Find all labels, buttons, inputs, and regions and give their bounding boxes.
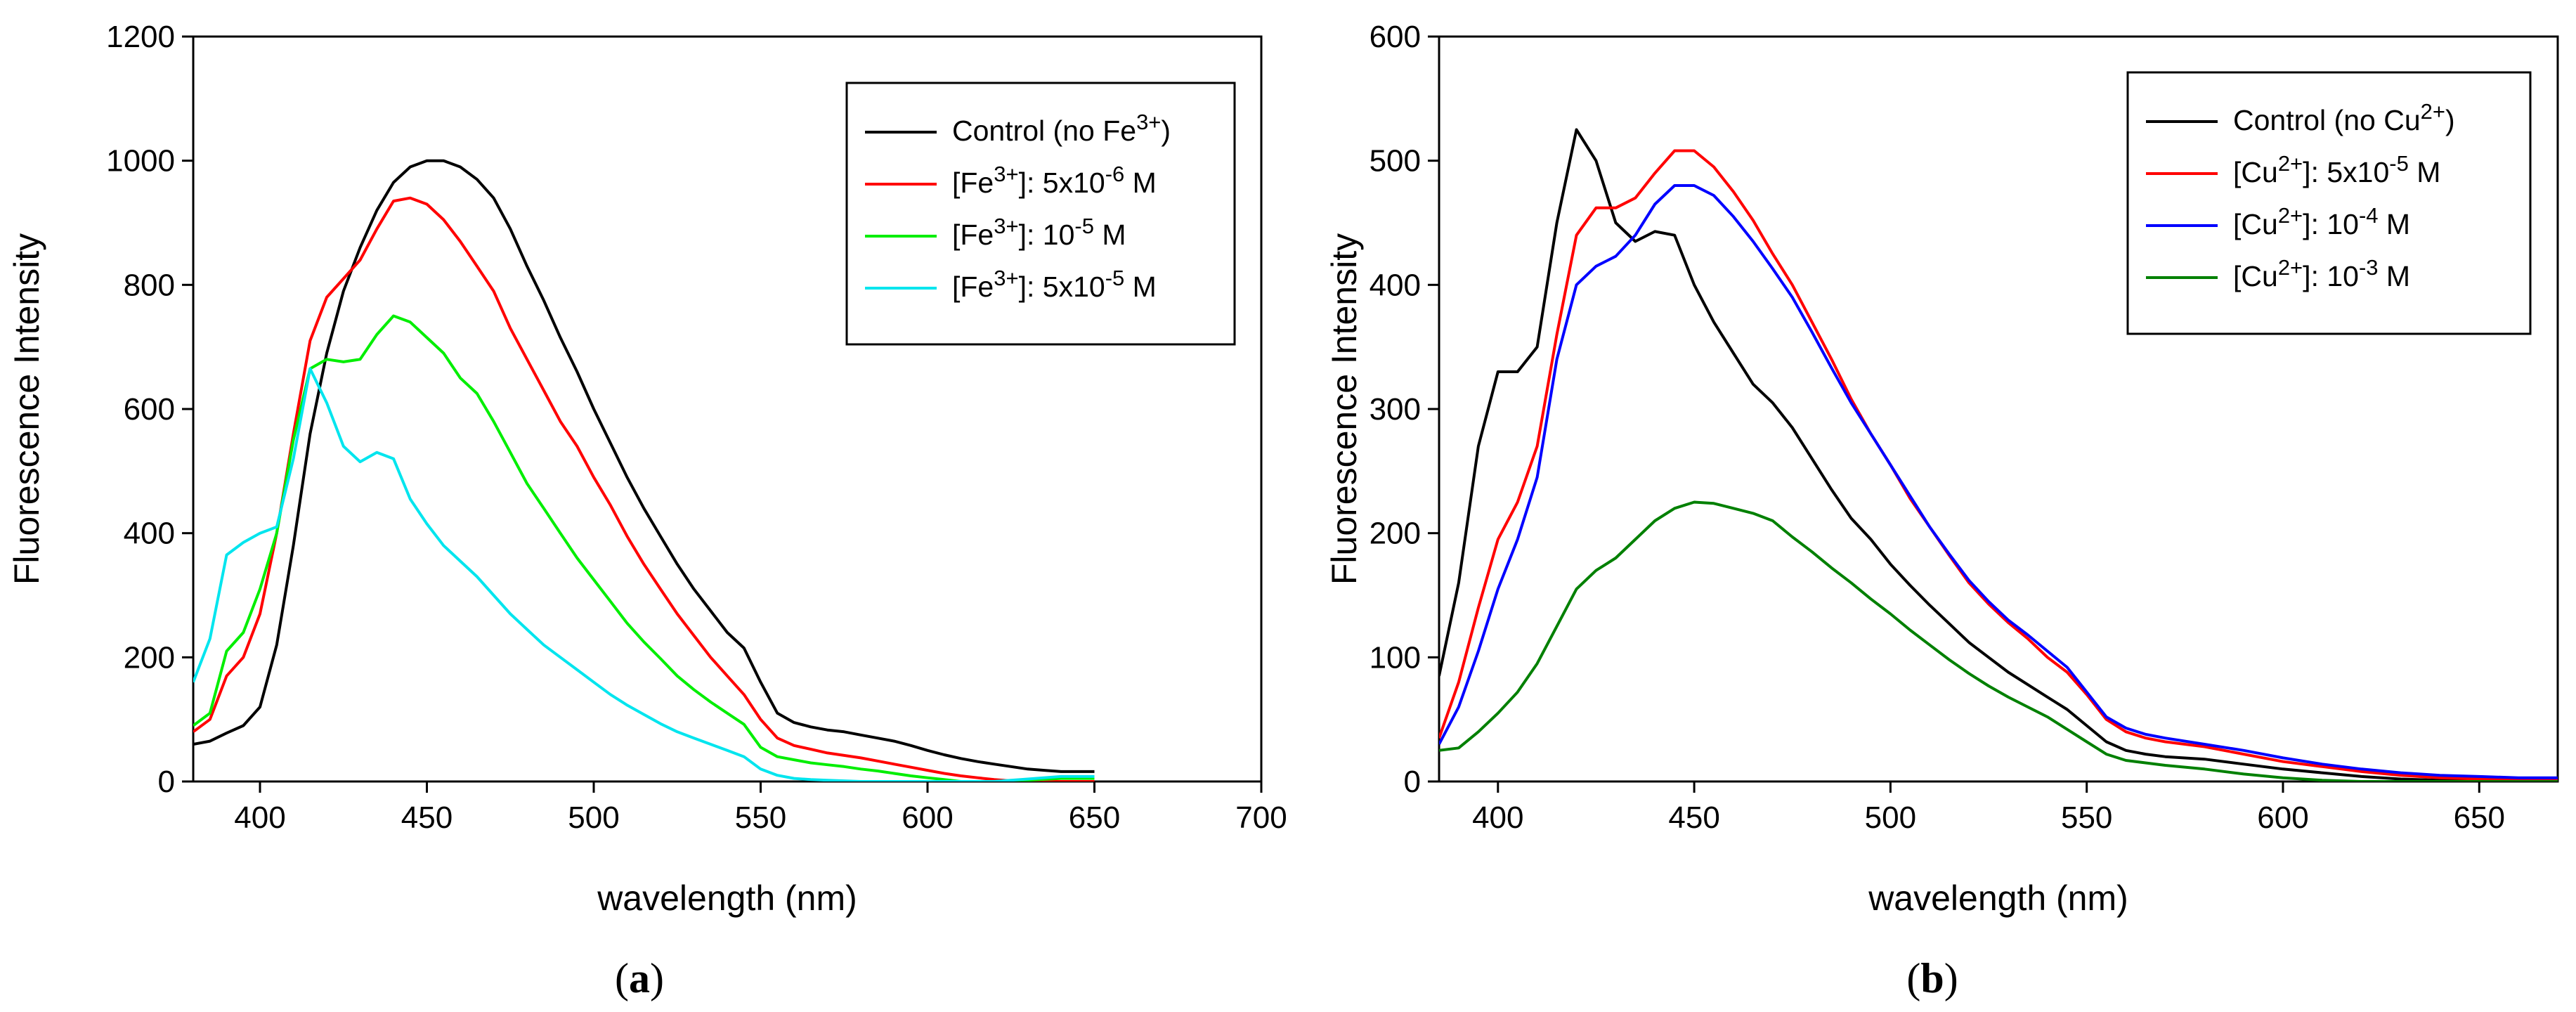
y-axis-title: Fluorescence Intensity: [7, 233, 46, 585]
legend-text-part: [Fe: [952, 219, 994, 251]
y-tick-label: 500: [1370, 144, 1421, 179]
legend-box: [845, 82, 1236, 346]
legend-superscript: 3+: [994, 266, 1018, 290]
legend-superscript: 3+: [994, 214, 1018, 238]
legend-superscript: -5: [1105, 266, 1125, 290]
x-tick-label: 450: [1668, 800, 1719, 835]
legend-text-part: ]: 5x10: [2303, 156, 2389, 188]
x-axis-title: wavelength (nm): [1868, 878, 2128, 918]
legend-superscript: -6: [1105, 162, 1125, 186]
legend-box: [2126, 71, 2532, 335]
legend-text-part: [Cu: [2233, 260, 2278, 292]
y-tick-label: 600: [124, 392, 175, 427]
panel-label-paren: (: [615, 955, 629, 1001]
legend-text-part: M: [2379, 260, 2411, 292]
y-tick-label: 1200: [106, 20, 175, 54]
legend-superscript: -5: [1074, 214, 1094, 238]
legend-text-part: [Cu: [2233, 156, 2278, 188]
y-tick-label: 400: [124, 517, 175, 551]
legend-superscript: 2+: [2278, 255, 2303, 280]
legend-superscript: -3: [2359, 255, 2379, 280]
x-tick-label: 650: [2454, 800, 2505, 835]
legend-label: [Cu2+]: 10-4 M: [2233, 203, 2410, 240]
series-line-2: [193, 196, 1095, 781]
y-tick-label: 200: [124, 640, 175, 675]
legend-text-part: M: [1094, 219, 1126, 251]
legend-label: [Fe3+]: 5x10-5 M: [952, 266, 1157, 303]
panel-b: 400 450 500 550 600 650 0 100 200 300 400 500 600 wav…: [1325, 20, 2559, 1001]
y-tick-label: 400: [1370, 268, 1421, 302]
legend-text-part: M: [2409, 156, 2441, 188]
legend-superscript: 2+: [2278, 203, 2303, 228]
legend-label: [Fe3+]: 5x10-6 M: [952, 162, 1157, 199]
legend-label: [Cu2+]: 10-3 M: [2233, 255, 2410, 292]
legend-text-part: [Fe: [952, 167, 994, 199]
series-line-1: [1439, 128, 2558, 781]
series-line-4: [1439, 500, 2558, 781]
legend-text-part: ]: 5x10: [1019, 167, 1105, 199]
legend-label: Control (no Fe3+): [952, 110, 1171, 147]
legend: Control (no Fe3+)[Fe3+]: 5x10-6 M[Fe3+]:…: [845, 82, 1236, 346]
x-tick-label: 500: [1865, 800, 1916, 835]
panel-label-paren: (: [1906, 955, 1920, 1001]
legend-text-part: [Cu: [2233, 208, 2278, 240]
legend-text-part: [Fe: [952, 271, 994, 303]
panel-a: 400 450 500 550 600 650 700 0 200 400 600 800 1000 12…: [7, 20, 1287, 1001]
x-tick-label: 650: [1069, 800, 1120, 835]
legend-text-part: ): [2445, 104, 2455, 136]
y-axis-title: Fluorescence Intensity: [1325, 233, 1364, 585]
panel-label: (b): [1906, 955, 1958, 1001]
legend-label: [Fe3+]: 10-5 M: [952, 214, 1126, 251]
series-line-3: [1439, 184, 2558, 779]
legend-text-part: ]: 10: [1019, 219, 1075, 251]
legend-text-part: M: [2379, 208, 2411, 240]
y-tick-label: 200: [1370, 517, 1421, 551]
legend-label: [Cu2+]: 5x10-5 M: [2233, 151, 2440, 188]
panel-label-letter: a: [629, 955, 650, 1001]
x-tick-label: 700: [1235, 800, 1287, 835]
panel-label-paren: ): [650, 955, 664, 1001]
x-tick-label: 600: [2257, 800, 2308, 835]
y-tick-label: 0: [1404, 765, 1421, 799]
legend-superscript: 2+: [2421, 99, 2445, 124]
panel-label: (a): [615, 955, 664, 1001]
x-tick-label: 500: [568, 800, 619, 835]
legend-text-part: ]: 10: [2303, 208, 2359, 240]
x-tick-label: 450: [401, 800, 453, 835]
legend-superscript: 2+: [2278, 151, 2303, 176]
y-tick-label: 300: [1370, 392, 1421, 427]
series-line-3: [193, 314, 1095, 781]
legend-text-part: Control (no Fe: [952, 115, 1136, 147]
x-tick-label: 550: [735, 800, 786, 835]
x-tick-label: 600: [902, 800, 953, 835]
legend-text-part: M: [1124, 167, 1157, 199]
x-axis-title: wavelength (nm): [597, 878, 857, 918]
legend-superscript: 3+: [994, 162, 1018, 186]
panel-label-letter: b: [1920, 955, 1944, 1001]
legend-superscript: 3+: [1136, 110, 1161, 134]
legend-text-part: ]: 5x10: [1019, 271, 1105, 303]
legend-text-part: ): [1161, 115, 1171, 147]
y-tick-label: 0: [158, 765, 175, 799]
x-tick-label: 550: [2061, 800, 2112, 835]
legend-text-part: Control (no Cu: [2233, 104, 2421, 136]
panel-label-paren: ): [1944, 955, 1958, 1001]
legend-superscript: -4: [2359, 203, 2379, 228]
x-tick-label: 400: [234, 800, 285, 835]
legend-label: Control (no Cu2+): [2233, 99, 2455, 136]
legend: Control (no Cu2+)[Cu2+]: 5x10-5 M[Cu2+]:…: [2126, 71, 2532, 335]
series-line-1: [193, 159, 1095, 773]
y-tick-label: 800: [124, 268, 175, 302]
legend-text-part: M: [1124, 271, 1157, 303]
y-tick-label: 600: [1370, 20, 1421, 54]
x-tick-label: 400: [1472, 800, 1523, 835]
legend-text-part: ]: 10: [2303, 260, 2359, 292]
series-line-4: [193, 367, 1095, 781]
legend-superscript: -5: [2389, 151, 2409, 176]
y-tick-label: 100: [1370, 640, 1421, 675]
y-tick-label: 1000: [106, 144, 175, 179]
